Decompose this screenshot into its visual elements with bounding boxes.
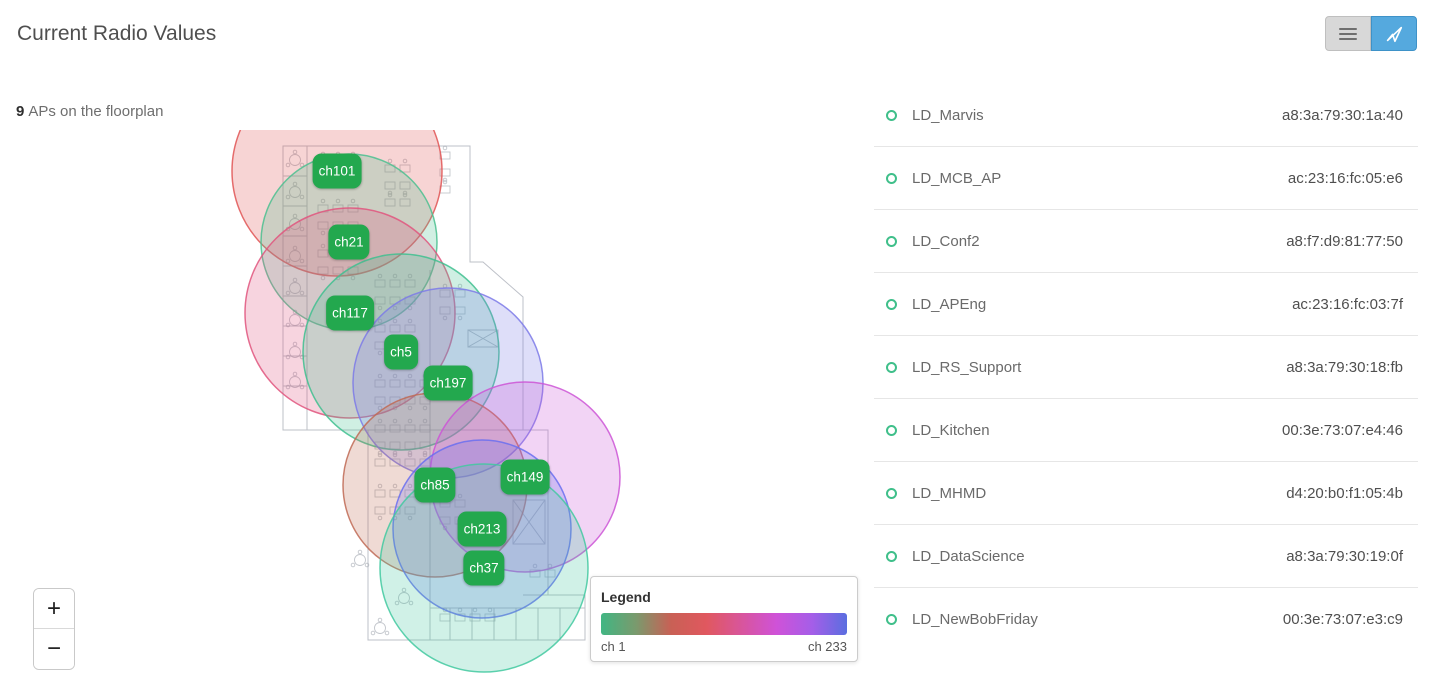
ap-name: LD_DataScience (912, 547, 1025, 565)
ap-list-row[interactable]: LD_NewBobFriday 00:3e:73:07:e3:c9 (874, 588, 1418, 651)
legend-min-label: ch 1 (601, 639, 626, 654)
ap-channel-chip[interactable]: ch5 (384, 334, 418, 370)
ap-status-ring-icon (886, 109, 897, 121)
ap-count-label: APs on the floorplan (28, 103, 164, 120)
ap-status-ring-icon (886, 614, 897, 625)
ap-name: LD_Conf2 (912, 232, 980, 250)
ap-name: LD_RS_Support (912, 358, 1022, 376)
ap-list-row[interactable]: LD_Kitchen 00:3e:73:07:e4:46 (874, 399, 1418, 462)
ap-status-ring-icon (886, 235, 897, 247)
ap-name: LD_MHMD (912, 484, 987, 502)
map-view-button[interactable] (1371, 16, 1417, 51)
coverage-circle (231, 130, 443, 277)
ap-list-row[interactable]: LD_RS_Support a8:3a:79:30:18:fb (874, 336, 1418, 399)
ap-name: LD_NewBobFriday (912, 611, 1038, 628)
ap-status-ring-icon (886, 298, 897, 310)
ap-mac-address: a8:3a:79:30:1a:40 (1282, 106, 1403, 124)
ap-list-row[interactable]: LD_DataScience a8:3a:79:30:19:0f (874, 525, 1418, 588)
ap-status-ring-icon (886, 487, 897, 499)
ap-mac-address: 00:3e:73:07:e4:46 (1282, 421, 1403, 439)
zoom-control: + − (33, 588, 75, 670)
ap-channel-chip[interactable]: ch117 (326, 295, 374, 331)
page-title: Current Radio Values (17, 22, 217, 45)
view-toggle-group (1325, 16, 1417, 51)
ap-mac-address: ac:23:16:fc:05:e6 (1287, 169, 1403, 187)
ap-channel-chip[interactable]: ch37 (463, 550, 505, 586)
ap-list-row[interactable]: LD_MHMD d4:20:b0:f1:05:4b (874, 462, 1418, 525)
ap-name: LD_MCB_AP (912, 169, 1002, 187)
legend-panel: Legend ch 1 ch 233 (590, 576, 858, 662)
ap-channel-chip[interactable]: ch197 (423, 365, 473, 401)
ap-list-row[interactable]: LD_Conf2 a8:f7:d9:81:77:50 (874, 210, 1418, 273)
ap-channel-chip[interactable]: ch85 (414, 467, 456, 503)
ap-count-caption: 9 APs on the floorplan (16, 103, 163, 120)
legend-max-label: ch 233 (807, 639, 847, 654)
ap-name: LD_Kitchen (912, 421, 990, 439)
ap-mac-address: 00:3e:73:07:e3:c9 (1282, 611, 1403, 628)
ap-mac-address: d4:20:b0:f1:05:4b (1286, 484, 1403, 502)
ap-name: LD_APEng (912, 295, 987, 313)
ap-status-ring-icon (886, 361, 897, 373)
ap-list: LD_Marvis a8:3a:79:30:1a:40 LD_MCB_AP ac:23… (874, 84, 1418, 651)
channel-gradient-bar (601, 613, 847, 635)
ap-status-ring-icon (886, 172, 897, 184)
ap-mac-address: a8:3a:79:30:18:fb (1286, 358, 1403, 376)
hamburger-menu-icon (1339, 27, 1357, 40)
ap-channel-chip[interactable]: ch149 (500, 459, 550, 495)
zoom-in-button[interactable]: + (34, 589, 74, 629)
ap-list-row[interactable]: LD_MCB_AP ac:23:16:fc:05:e6 (874, 147, 1418, 210)
ap-status-ring-icon (886, 550, 897, 562)
ap-list-row[interactable]: LD_Marvis a8:3a:79:30:1a:40 (874, 84, 1418, 147)
ap-channel-chip[interactable]: ch213 (457, 511, 507, 547)
ap-channel-chip[interactable]: ch101 (312, 153, 362, 189)
ap-count: 9 (16, 103, 25, 120)
floorplan-map[interactable]: ch101 ch21 ch117 ch5 ch197 ch85 ch149 ch213 ch37 (0, 130, 870, 684)
ap-mac-address: a8:3a:79:30:19:0f (1286, 547, 1403, 565)
ap-channel-chip[interactable]: ch21 (328, 224, 370, 260)
legend-title: Legend (601, 589, 651, 605)
ap-mac-address: a8:f7:d9:81:77:50 (1286, 232, 1403, 250)
list-view-button[interactable] (1325, 16, 1371, 51)
location-arrow-icon (1386, 26, 1403, 42)
ap-name: LD_Marvis (912, 106, 984, 124)
ap-mac-address: ac:23:16:fc:03:7f (1292, 295, 1403, 313)
zoom-out-button[interactable]: − (34, 629, 74, 669)
ap-status-ring-icon (886, 424, 897, 436)
ap-list-row[interactable]: LD_APEng ac:23:16:fc:03:7f (874, 273, 1418, 336)
